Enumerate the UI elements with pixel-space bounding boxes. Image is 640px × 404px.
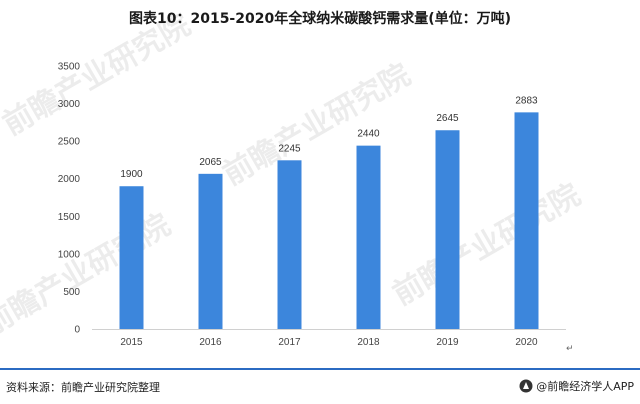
y-tick-label: 1000 — [58, 249, 81, 260]
value-label: 2065 — [199, 157, 222, 168]
value-label: 2245 — [278, 143, 301, 154]
bar-2019 — [435, 130, 460, 329]
x-tick-label: 2017 — [278, 337, 301, 348]
bars — [119, 112, 539, 329]
source-text: 资料来源：前瞻产业研究院整理 — [6, 381, 160, 394]
y-tick-label: 3500 — [58, 62, 81, 73]
x-tick-label: 2018 — [357, 337, 380, 348]
bar-2015 — [119, 186, 144, 329]
brand-logo-icon — [519, 379, 533, 393]
chart-title: 图表10：2015-2020年全球纳米碳酸钙需求量(单位：万吨) — [128, 11, 512, 27]
bar-2020 — [514, 112, 539, 329]
x-tick-label: 2016 — [199, 337, 222, 348]
bar-chart: 0 500 1000 1500 2000 2500 3000 3500 1900 2065 224… — [58, 62, 566, 348]
x-axis: 2015 2016 2017 2018 2019 2020 — [120, 337, 538, 348]
value-label: 2645 — [436, 113, 459, 124]
y-tick-label: 1500 — [58, 212, 81, 223]
y-tick-label: 3000 — [58, 99, 81, 110]
bar-2016 — [198, 173, 223, 329]
value-labels: 1900 2065 2245 2440 2645 2883 — [120, 95, 538, 180]
x-tick-label: 2019 — [436, 337, 459, 348]
brand: @前瞻经济学人APP — [519, 378, 634, 394]
y-tick-label: 500 — [63, 287, 80, 298]
y-tick-label: 0 — [74, 325, 80, 336]
x-tick-label: 2020 — [515, 337, 538, 348]
bar-2017 — [277, 160, 302, 329]
value-label: 2440 — [357, 129, 380, 140]
value-label: 2883 — [515, 95, 538, 106]
return-mark: ↵ — [566, 344, 574, 354]
y-tick-label: 2000 — [58, 174, 81, 185]
value-label: 1900 — [120, 169, 143, 180]
brand-text: @前瞻经济学人APP — [536, 380, 634, 393]
x-tick-label: 2015 — [120, 337, 143, 348]
bar-2018 — [356, 145, 381, 329]
footer: 资料来源：前瞻产业研究院整理 @前瞻经济学人APP — [0, 368, 640, 404]
y-tick-label: 2500 — [58, 137, 81, 148]
y-axis: 0 500 1000 1500 2000 2500 3000 3500 — [58, 62, 81, 336]
